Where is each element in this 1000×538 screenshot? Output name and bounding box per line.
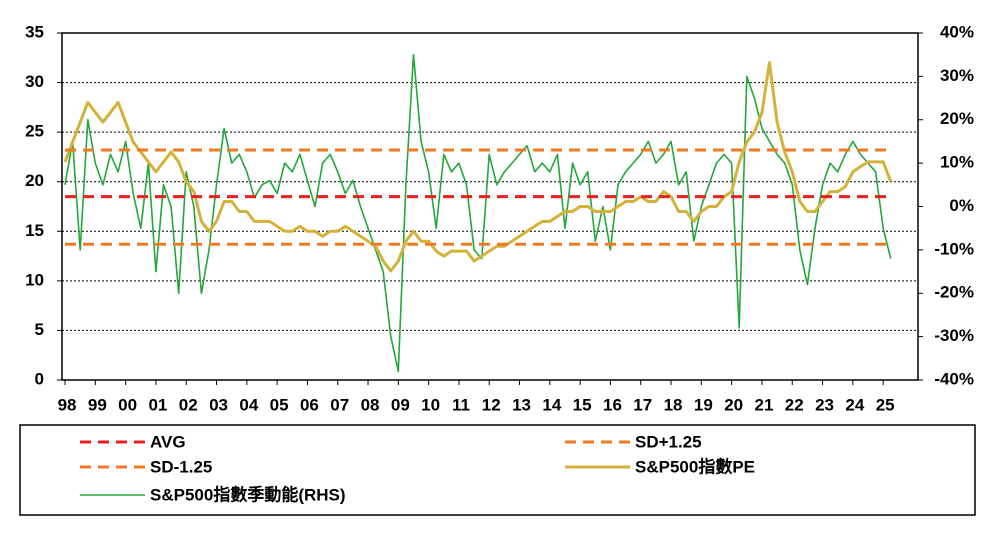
x-tick-label: 98 [58, 395, 77, 414]
y2-tick-label: -40% [934, 369, 974, 388]
x-tick-label: 09 [391, 395, 410, 414]
x-tick-label: 25 [876, 395, 895, 414]
y2-tick-label: -30% [934, 326, 974, 345]
plot-frame [61, 32, 919, 381]
x-tick-label: 02 [179, 395, 198, 414]
x-tick-label: 08 [361, 395, 380, 414]
x-tick-label: 10 [421, 395, 440, 414]
x-tick-label: 23 [815, 395, 834, 414]
x-tick-label: 22 [785, 395, 804, 414]
y2-tick-label: -10% [934, 239, 974, 258]
x-tick-label: 15 [573, 395, 592, 414]
y-tick-label: 5 [35, 320, 44, 339]
x-tick-label: 11 [452, 395, 470, 414]
x-tick-label: 07 [330, 395, 349, 414]
x-tick-label: 14 [542, 395, 561, 414]
x-tick-label: 21 [754, 395, 773, 414]
y2-tick-label: 20% [940, 109, 974, 128]
x-tick-label: 19 [694, 395, 713, 414]
x-tick-label: 13 [512, 395, 531, 414]
legend-label: AVG [150, 432, 186, 451]
x-tick-label: 12 [482, 395, 501, 414]
x-tick-label: 99 [88, 395, 107, 414]
y-tick-label: 30 [25, 72, 44, 91]
x-tick-label: 16 [603, 395, 622, 414]
y2-tick-label: 10% [940, 153, 974, 172]
legend-box [19, 424, 976, 516]
x-tick-label: 24 [845, 395, 864, 414]
legend-label: S&P500指數PE [635, 456, 755, 476]
y2-tick-label: -20% [934, 283, 974, 302]
y-tick-label: 15 [25, 221, 44, 240]
y-tick-label: 10 [25, 270, 44, 289]
legend-label: SD+1.25 [635, 432, 702, 451]
x-tick-label: 00 [118, 395, 137, 414]
series-line [63, 61, 893, 273]
y2-tick-label: 0% [949, 196, 974, 215]
x-tick-label: 17 [633, 395, 652, 414]
x-tick-label: 01 [148, 395, 167, 414]
x-tick-label: 05 [270, 395, 289, 414]
x-tick-label: 04 [239, 395, 258, 414]
y2-tick-label: 40% [940, 22, 974, 41]
x-tick-label: 18 [664, 395, 683, 414]
y-tick-label: 25 [25, 122, 44, 141]
x-tick-label: 20 [724, 395, 743, 414]
y2-tick-label: 30% [940, 66, 974, 85]
legend-label: SD-1.25 [150, 457, 212, 476]
x-tick-label: 06 [300, 395, 319, 414]
legend-label: S&P500指數季動能(RHS) [150, 484, 346, 504]
x-tick-label: 03 [209, 395, 228, 414]
series-line [64, 53, 892, 373]
y-tick-label: 35 [25, 22, 44, 41]
y-tick-label: 20 [25, 171, 44, 190]
y-tick-label: 0 [35, 369, 44, 388]
